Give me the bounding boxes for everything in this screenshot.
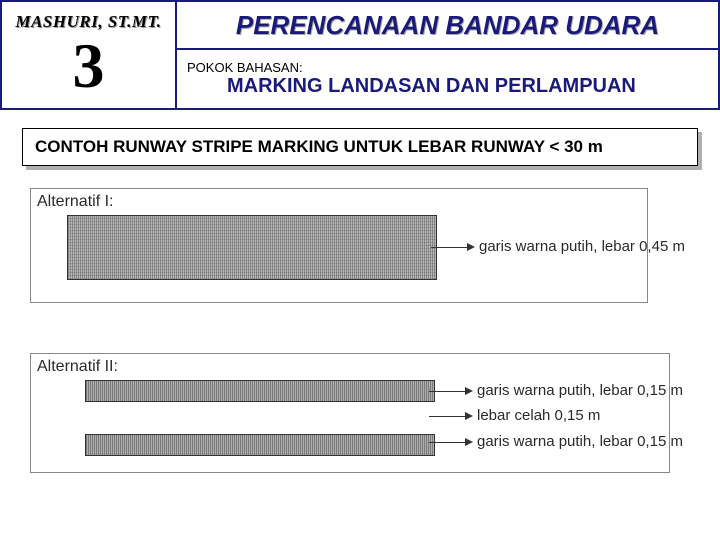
alt1-label: Alternatif I: [37, 193, 641, 211]
title-row: PERENCANAAN BANDAR UDARA [177, 2, 718, 50]
alt1-annotation: garis warna putih, lebar 0,45 m [479, 238, 685, 255]
alt2-arrow-top-head [465, 387, 473, 395]
alt2-annot-top: garis warna putih, lebar 0,15 m [477, 382, 683, 399]
alt2-arrow-bot-line [429, 442, 465, 443]
main-title: PERENCANAAN BANDAR UDARA [236, 10, 659, 41]
alternative-1: Alternatif I: garis warna putih, lebar 0… [30, 188, 648, 303]
alt2-stripe-top [85, 380, 435, 402]
alt2-arrow-bot-head [465, 438, 473, 446]
alt1-arrow-line [431, 247, 467, 248]
alt1-stripe [67, 215, 437, 280]
header-right: PERENCANAAN BANDAR UDARA POKOK BAHASAN: … [177, 2, 718, 108]
alt2-stripe-bottom [85, 434, 435, 456]
alt2-arrow-top-line [429, 391, 465, 392]
section-title: CONTOH RUNWAY STRIPE MARKING UNTUK LEBAR… [22, 128, 698, 166]
header-left: MASHURI, ST.MT. 3 [2, 2, 177, 108]
diagram-area: Alternatif I: garis warna putih, lebar 0… [30, 188, 690, 473]
alt2-arrow-mid-head [465, 412, 473, 420]
chapter-number: 3 [73, 34, 105, 98]
section-title-container: CONTOH RUNWAY STRIPE MARKING UNTUK LEBAR… [22, 128, 698, 166]
alt2-arrow-mid-line [429, 416, 465, 417]
author-name: MASHURI, ST.MT. [15, 12, 161, 32]
alt2-label: Alternatif II: [37, 358, 663, 376]
alt2-annot-bot: garis warna putih, lebar 0,15 m [477, 433, 683, 450]
pokok-title: MARKING LANDASAN DAN PERLAMPUAN [227, 75, 708, 98]
alternative-2: Alternatif II: garis warna putih, lebar … [30, 353, 670, 473]
slide-header: MASHURI, ST.MT. 3 PERENCANAAN BANDAR UDA… [0, 0, 720, 110]
alt1-arrow-head [467, 243, 475, 251]
pokok-label: POKOK BAHASAN: [187, 60, 708, 75]
alt2-annot-mid: lebar celah 0,15 m [477, 407, 600, 424]
subtitle-row: POKOK BAHASAN: MARKING LANDASAN DAN PERL… [177, 50, 718, 108]
